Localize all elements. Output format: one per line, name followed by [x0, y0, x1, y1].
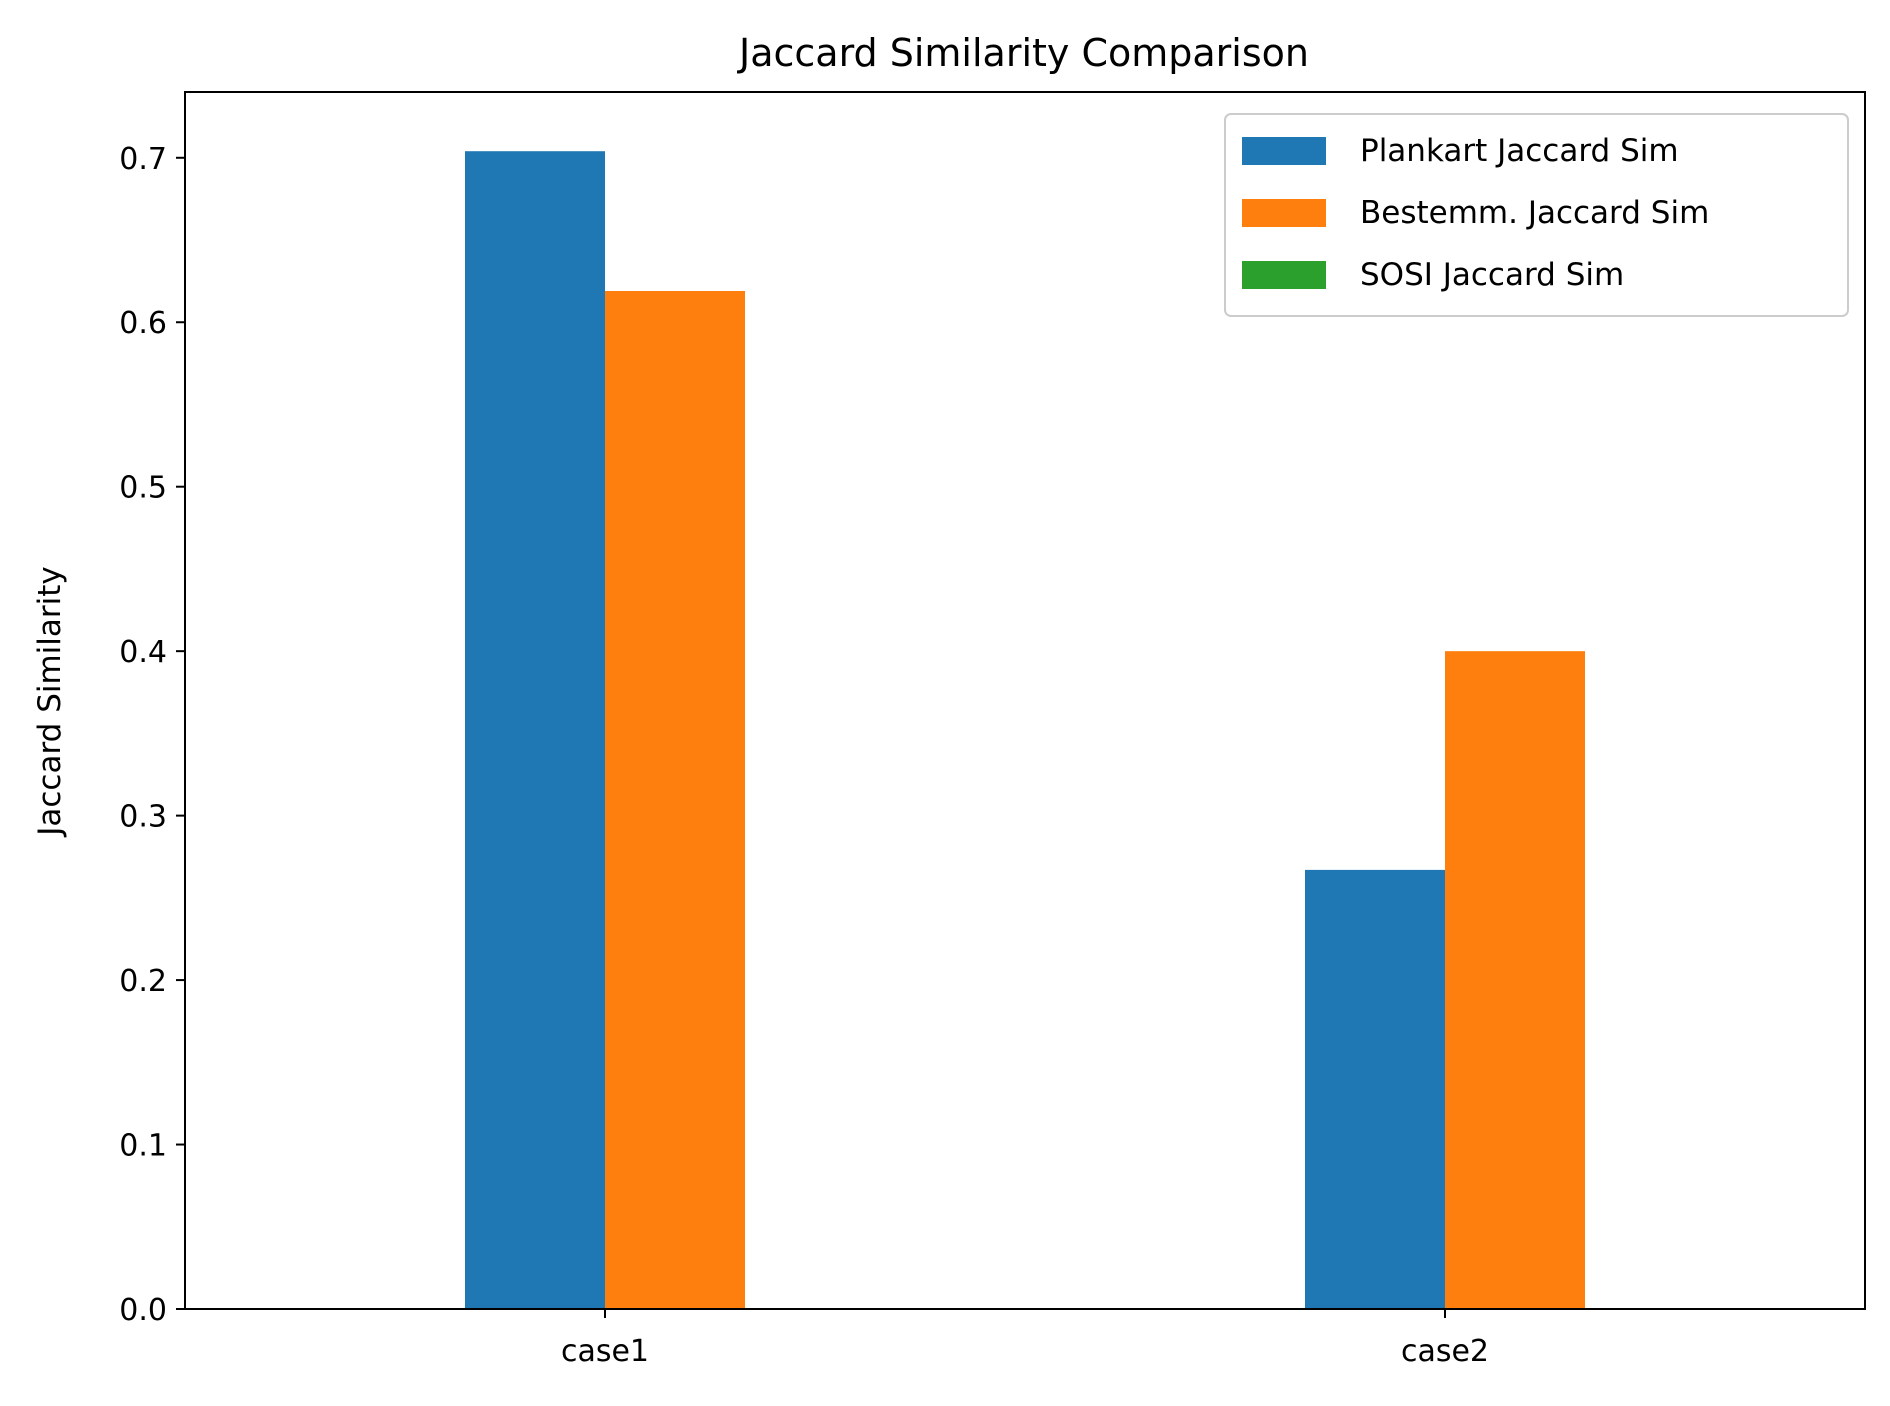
y-tick-label: 0.3	[119, 800, 167, 835]
bar-case2-series-2	[1445, 651, 1585, 1309]
legend-label: SOSI Jaccard Sim	[1360, 257, 1624, 293]
legend-label: Plankart Jaccard Sim	[1360, 133, 1679, 169]
x-tick-label: case2	[1401, 1334, 1489, 1369]
x-tick-label: case1	[561, 1334, 649, 1369]
y-tick-label: 0.4	[119, 635, 167, 670]
bar-case1-series-2	[605, 290, 745, 1309]
legend-box	[1224, 113, 1849, 317]
legend: Plankart Jaccard Sim Bestemm. Jaccard Sim…	[1224, 113, 1849, 317]
y-tick-label: 0.1	[119, 1129, 167, 1164]
bar-case1-series-1	[465, 151, 605, 1309]
x-axis: case1 case2	[561, 1309, 1489, 1369]
y-axis-label: Jaccard Similarity	[32, 566, 68, 838]
y-tick-label: 0.6	[119, 306, 167, 341]
y-tick-label: 0.2	[119, 964, 167, 999]
bar-case2-series-1	[1305, 869, 1445, 1309]
legend-swatch	[1242, 261, 1326, 289]
chart-title: Jaccard Similarity Comparison	[737, 31, 1309, 75]
legend-swatch	[1242, 137, 1326, 165]
legend-label: Bestemm. Jaccard Sim	[1360, 195, 1709, 231]
y-tick-label: 0.0	[119, 1293, 167, 1328]
y-tick-label: 0.7	[119, 142, 167, 177]
y-tick-label: 0.5	[119, 471, 167, 506]
bars-layer	[465, 151, 1585, 1309]
plot-frame	[184, 91, 1866, 1310]
y-axis: 0.0 0.1 0.2 0.3 0.4 0.5 0.6 0.7	[119, 142, 185, 1328]
legend-swatch	[1242, 199, 1326, 227]
